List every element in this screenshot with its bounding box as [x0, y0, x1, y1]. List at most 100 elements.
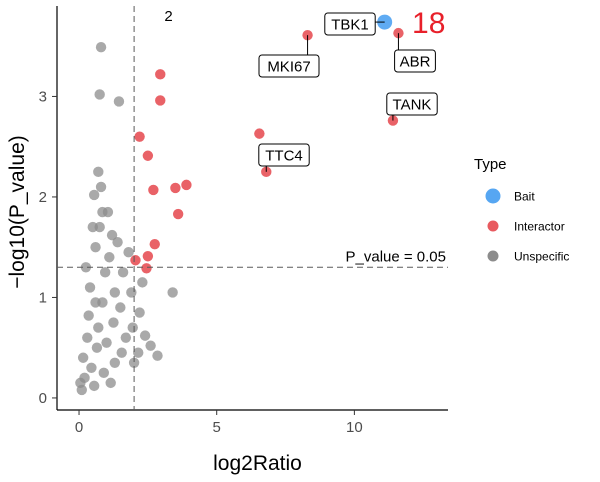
unspecific-point [95, 42, 107, 53]
interactor-point [155, 69, 166, 80]
unspecific-point [90, 297, 101, 308]
interactor-point [141, 263, 152, 274]
label-text: ABR [400, 54, 431, 71]
interactor-point [387, 115, 399, 126]
unspecific-point [152, 350, 163, 361]
x-tick-label: 10 [346, 419, 363, 436]
unspecific-point [112, 236, 123, 248]
interactor-point [181, 179, 192, 191]
point-labels: TBK1 ABR MKI67 TANK TTC4 [258, 12, 438, 172]
y-axis-title: −log10(P_value) [6, 135, 29, 289]
unspecific-point [104, 252, 115, 263]
pvalue-threshold-label: P_value = 0.05 [346, 248, 447, 265]
unspecific-point [109, 357, 121, 368]
unspecific-point [137, 277, 148, 288]
unspecific-point [139, 330, 151, 341]
interactor-point [142, 150, 154, 161]
unspecific-point [94, 89, 105, 100]
unspecific-point [126, 287, 137, 298]
label-box [324, 12, 376, 36]
point-label-tbk1: TBK1 [324, 12, 385, 36]
unspecific-point [123, 247, 134, 258]
unspecific-point [95, 181, 107, 193]
unspecific-point [88, 189, 100, 201]
unspecific-point [133, 347, 144, 358]
unspecific-point [99, 267, 111, 278]
y-tick-label: 1 [39, 289, 47, 306]
unspecific-point [91, 342, 103, 353]
unspecific-point [86, 362, 97, 373]
point-label-abr: ABR [394, 33, 436, 73]
point-label-mki67: MKI67 [258, 35, 320, 78]
unspecific-point [134, 307, 145, 318]
unspecific-point [93, 322, 104, 333]
unspecific-point [102, 206, 114, 218]
unspecific-point [115, 302, 126, 313]
label-box [258, 143, 310, 167]
interactor-point [134, 131, 145, 142]
unspecific-point [75, 377, 86, 389]
unspecific-point [108, 317, 119, 328]
point-label-ttc4: TTC4 [258, 143, 310, 172]
legend-swatch-bait [485, 188, 501, 204]
unspecific-point [90, 241, 101, 253]
unspecific-point [88, 380, 100, 392]
y-tick-label: 3 [39, 88, 47, 105]
label-box [386, 92, 438, 116]
legend-label-bait: Bait [514, 190, 535, 204]
unspecific-point [145, 340, 156, 351]
unspecific-point [128, 357, 140, 368]
unspecific-points [75, 42, 178, 396]
label-text: TBK1 [331, 17, 369, 34]
x-tick-label: 5 [213, 419, 221, 436]
label-text: TTC4 [265, 148, 303, 165]
unspecific-point [127, 322, 138, 333]
unspecific-point [167, 287, 178, 298]
threshold-lines: P_value = 0.05 [57, 6, 448, 410]
interactor-point [155, 95, 166, 106]
x-tick-label: 0 [75, 419, 83, 436]
unspecific-point [93, 166, 104, 178]
legend-title: Type [474, 156, 507, 173]
interactor-points [130, 27, 404, 274]
interactor-point [149, 238, 160, 250]
unspecific-point [87, 221, 98, 233]
annotations: 2 18 [164, 7, 445, 40]
unspecific-point [101, 337, 112, 348]
legend: Type Bait Interactor Unspecific [474, 156, 569, 264]
unspecific-point [105, 377, 116, 389]
unspecific-point [109, 287, 121, 298]
interactor-point [254, 128, 265, 139]
plot-axes: 0 5 10 0 1 2 3 [39, 6, 448, 436]
unspecific-point [117, 267, 129, 278]
unspecific-point [80, 262, 92, 273]
x-axis-title: log2Ratio [213, 452, 302, 475]
unspecific-point [77, 352, 89, 363]
unspecific-point [106, 229, 118, 241]
legend-swatch-interactor [487, 220, 499, 232]
legend-swatch-unspecific [487, 250, 499, 262]
unspecific-point [84, 282, 96, 293]
point-label-tank: TANK [386, 92, 438, 121]
count-annotation-left: 2 [164, 8, 172, 25]
interactor-point [148, 184, 159, 196]
label-box [258, 54, 320, 78]
unspecific-point [98, 367, 110, 379]
interactor-point [130, 255, 141, 266]
unspecific-point [120, 332, 132, 343]
interactor-point [142, 251, 154, 262]
unspecific-point [83, 310, 94, 321]
unspecific-point [82, 332, 93, 343]
interactor-point [172, 208, 184, 220]
y-tick-label: 0 [39, 390, 47, 407]
label-box [394, 49, 436, 73]
label-text: TANK [393, 97, 432, 114]
unspecific-point [116, 347, 127, 358]
y-tick-label: 2 [39, 189, 47, 206]
count-annotation-right: 18 [412, 7, 445, 40]
legend-label-interactor: Interactor [514, 220, 565, 234]
legend-label-unspecific: Unspecific [514, 250, 569, 264]
unspecific-point [113, 96, 125, 107]
label-text: MKI67 [267, 59, 310, 76]
